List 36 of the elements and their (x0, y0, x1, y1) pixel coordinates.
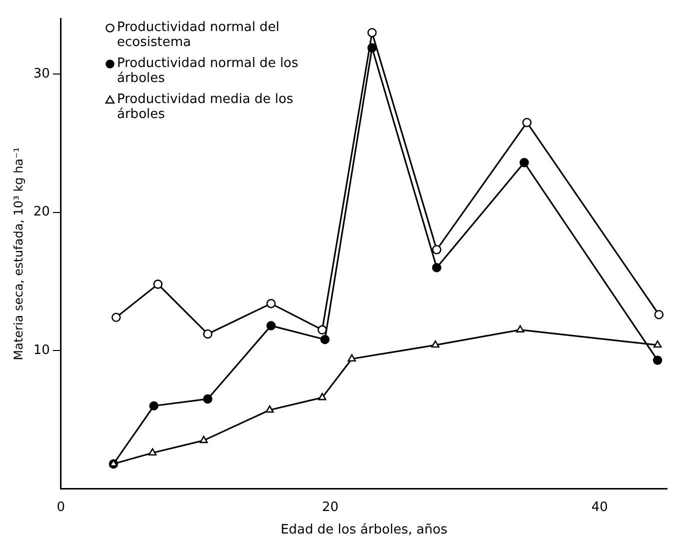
point (200, 436, 208, 444)
point (432, 262, 442, 272)
point (112, 312, 121, 322)
y-tick-label: 30 (33, 66, 50, 82)
point (203, 329, 212, 339)
point (148, 448, 157, 456)
point (432, 245, 442, 254)
point (367, 28, 377, 38)
legend-label: Productividad normal de los árboles (117, 56, 300, 86)
point (431, 340, 440, 348)
point (516, 325, 524, 332)
x-tick-label: 40 (591, 500, 608, 515)
y-tick-label: 20 (33, 204, 50, 220)
legend-label: Productividad normal del ecosistema (117, 20, 280, 50)
x-tick-label: 0 (56, 500, 66, 515)
point (520, 158, 529, 168)
x-tick-label: 20 (322, 500, 339, 515)
point (149, 401, 159, 411)
point (153, 280, 163, 289)
point (367, 43, 377, 52)
point (348, 354, 356, 362)
y-axis-title: Materia seca, estufada, 10³ kg ha⁻¹ (11, 147, 26, 360)
point (266, 405, 274, 413)
point (652, 356, 662, 365)
point (318, 325, 327, 334)
legend-label: Productividad media de los árboles (117, 92, 294, 122)
point (318, 392, 326, 400)
point (266, 298, 276, 308)
point (266, 321, 276, 330)
x-axis-title: Edad de los árboles, años (280, 522, 448, 538)
y-tick-label: 10 (33, 342, 50, 358)
point (653, 340, 662, 348)
point (203, 394, 212, 404)
point (654, 310, 664, 320)
point (320, 334, 330, 344)
point (522, 118, 532, 128)
